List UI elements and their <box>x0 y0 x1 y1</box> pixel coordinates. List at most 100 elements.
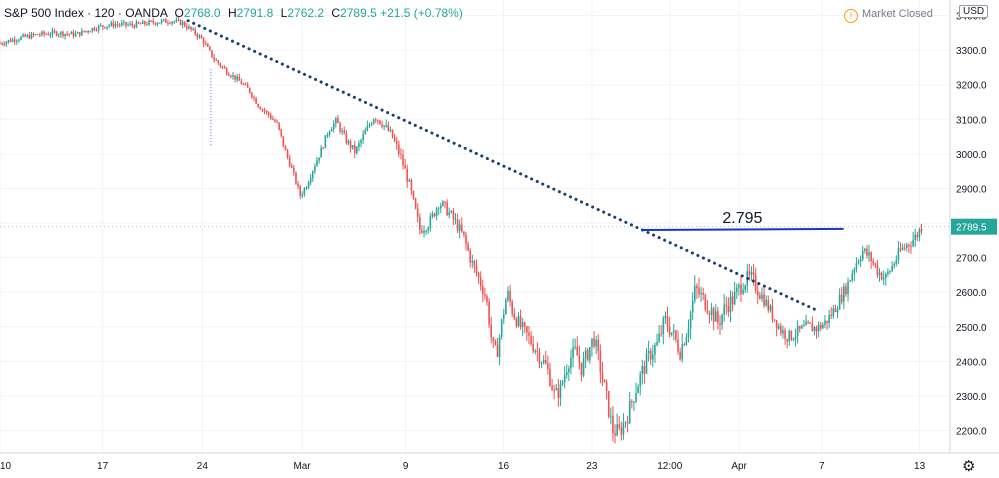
low-label: L <box>280 6 288 20</box>
candle-body <box>356 146 358 153</box>
y-tick-2200: 2200.0 <box>956 427 987 438</box>
candle-body <box>196 34 199 38</box>
candle-body <box>618 424 621 428</box>
candle-body <box>780 326 782 334</box>
candle-body <box>824 320 826 325</box>
candle-body <box>700 292 702 295</box>
candle-body <box>553 389 555 391</box>
candle-body <box>389 129 392 131</box>
high-value: 2791.8 <box>236 6 274 20</box>
candle-body <box>645 353 648 374</box>
candle-body <box>607 391 610 417</box>
candle-body <box>467 243 469 251</box>
market-status[interactable]: ! Market Closed <box>844 8 933 23</box>
candle-body <box>374 119 377 121</box>
candle-body <box>41 31 43 35</box>
candle-body <box>141 21 144 24</box>
candle-body <box>733 291 736 305</box>
candle-body <box>431 213 434 217</box>
candle-body <box>137 22 140 24</box>
candle-body <box>557 388 560 399</box>
candle-body <box>580 362 583 376</box>
candle-body <box>794 336 797 339</box>
candle-body <box>738 284 740 288</box>
candle-body <box>792 338 795 340</box>
candle-body <box>307 182 310 188</box>
candle-body <box>511 301 513 314</box>
candle-body <box>437 208 440 210</box>
candle-body <box>7 40 10 42</box>
candle-body <box>582 358 585 376</box>
candle-body <box>28 35 31 39</box>
candle-body <box>578 355 581 363</box>
candle-body <box>914 234 917 240</box>
candle-body <box>165 19 167 23</box>
candle-body <box>484 294 486 297</box>
currency-badge[interactable]: USD <box>959 5 989 18</box>
candle-body <box>435 208 438 217</box>
candle-body <box>662 318 665 334</box>
candle-body <box>419 217 421 230</box>
candle-body <box>712 308 715 322</box>
candle-body <box>534 351 537 353</box>
y-tick-3000: 3000.0 <box>956 150 987 161</box>
candle-body <box>324 135 327 148</box>
y-tick-2900: 2900.0 <box>956 184 987 195</box>
candle-body <box>584 350 587 359</box>
candle-body <box>76 32 79 34</box>
candle-body <box>544 360 547 364</box>
candle-body <box>423 230 425 233</box>
candle-body <box>377 120 379 122</box>
candle-body <box>920 229 923 232</box>
candle-body <box>123 22 125 24</box>
candle-body <box>486 296 488 303</box>
candle-body <box>458 224 461 231</box>
candle-body <box>301 194 304 196</box>
candle-body <box>95 30 98 32</box>
candle-body <box>563 375 566 383</box>
candle-body <box>859 259 862 262</box>
candle-body <box>685 336 688 345</box>
candle-body <box>341 130 343 132</box>
symbol-title[interactable]: S&P 500 Index · 120 · OANDA <box>4 6 168 20</box>
candle-body <box>452 211 455 220</box>
candle-body <box>851 273 854 281</box>
candle-body <box>654 345 656 355</box>
candle-body <box>670 332 673 335</box>
candle-body <box>691 300 694 313</box>
candle-body <box>129 23 131 25</box>
candle-body <box>456 219 459 231</box>
candle-body <box>68 34 71 36</box>
candle-body <box>343 130 346 134</box>
gear-icon[interactable]: ⚙ <box>962 458 976 475</box>
candle-body <box>805 321 807 326</box>
candle-body <box>494 340 497 345</box>
candle-body <box>248 87 251 93</box>
candle-body <box>542 360 545 363</box>
trendline[interactable] <box>186 19 821 313</box>
candle-body <box>337 118 339 124</box>
candle-body <box>893 263 896 266</box>
candle-body <box>631 400 633 402</box>
candle-body <box>72 31 75 37</box>
candle-body <box>288 157 291 166</box>
level-line[interactable]: 2.795 <box>641 210 844 231</box>
candle-body <box>244 84 247 86</box>
candle-body <box>116 24 119 26</box>
time-axis[interactable]: 10 17 24 Mar 9 16 23 12:00 Apr 7 13 <box>0 461 926 472</box>
symbol-legend[interactable]: S&P 500 Index · 120 · OANDA O2768.0 H279… <box>4 6 463 20</box>
candle-body <box>265 111 268 113</box>
candle-body <box>225 68 228 75</box>
candle-body <box>9 40 12 42</box>
candle-body <box>899 248 902 250</box>
candle-body <box>706 309 709 314</box>
candle-body <box>238 76 241 81</box>
x-tick-7: 7 <box>819 461 825 472</box>
candle-body <box>498 336 501 357</box>
candle-body <box>74 33 77 37</box>
candle-body <box>60 31 62 35</box>
candle-body <box>490 324 492 338</box>
candle-body <box>828 314 830 324</box>
candle-body <box>267 111 270 116</box>
